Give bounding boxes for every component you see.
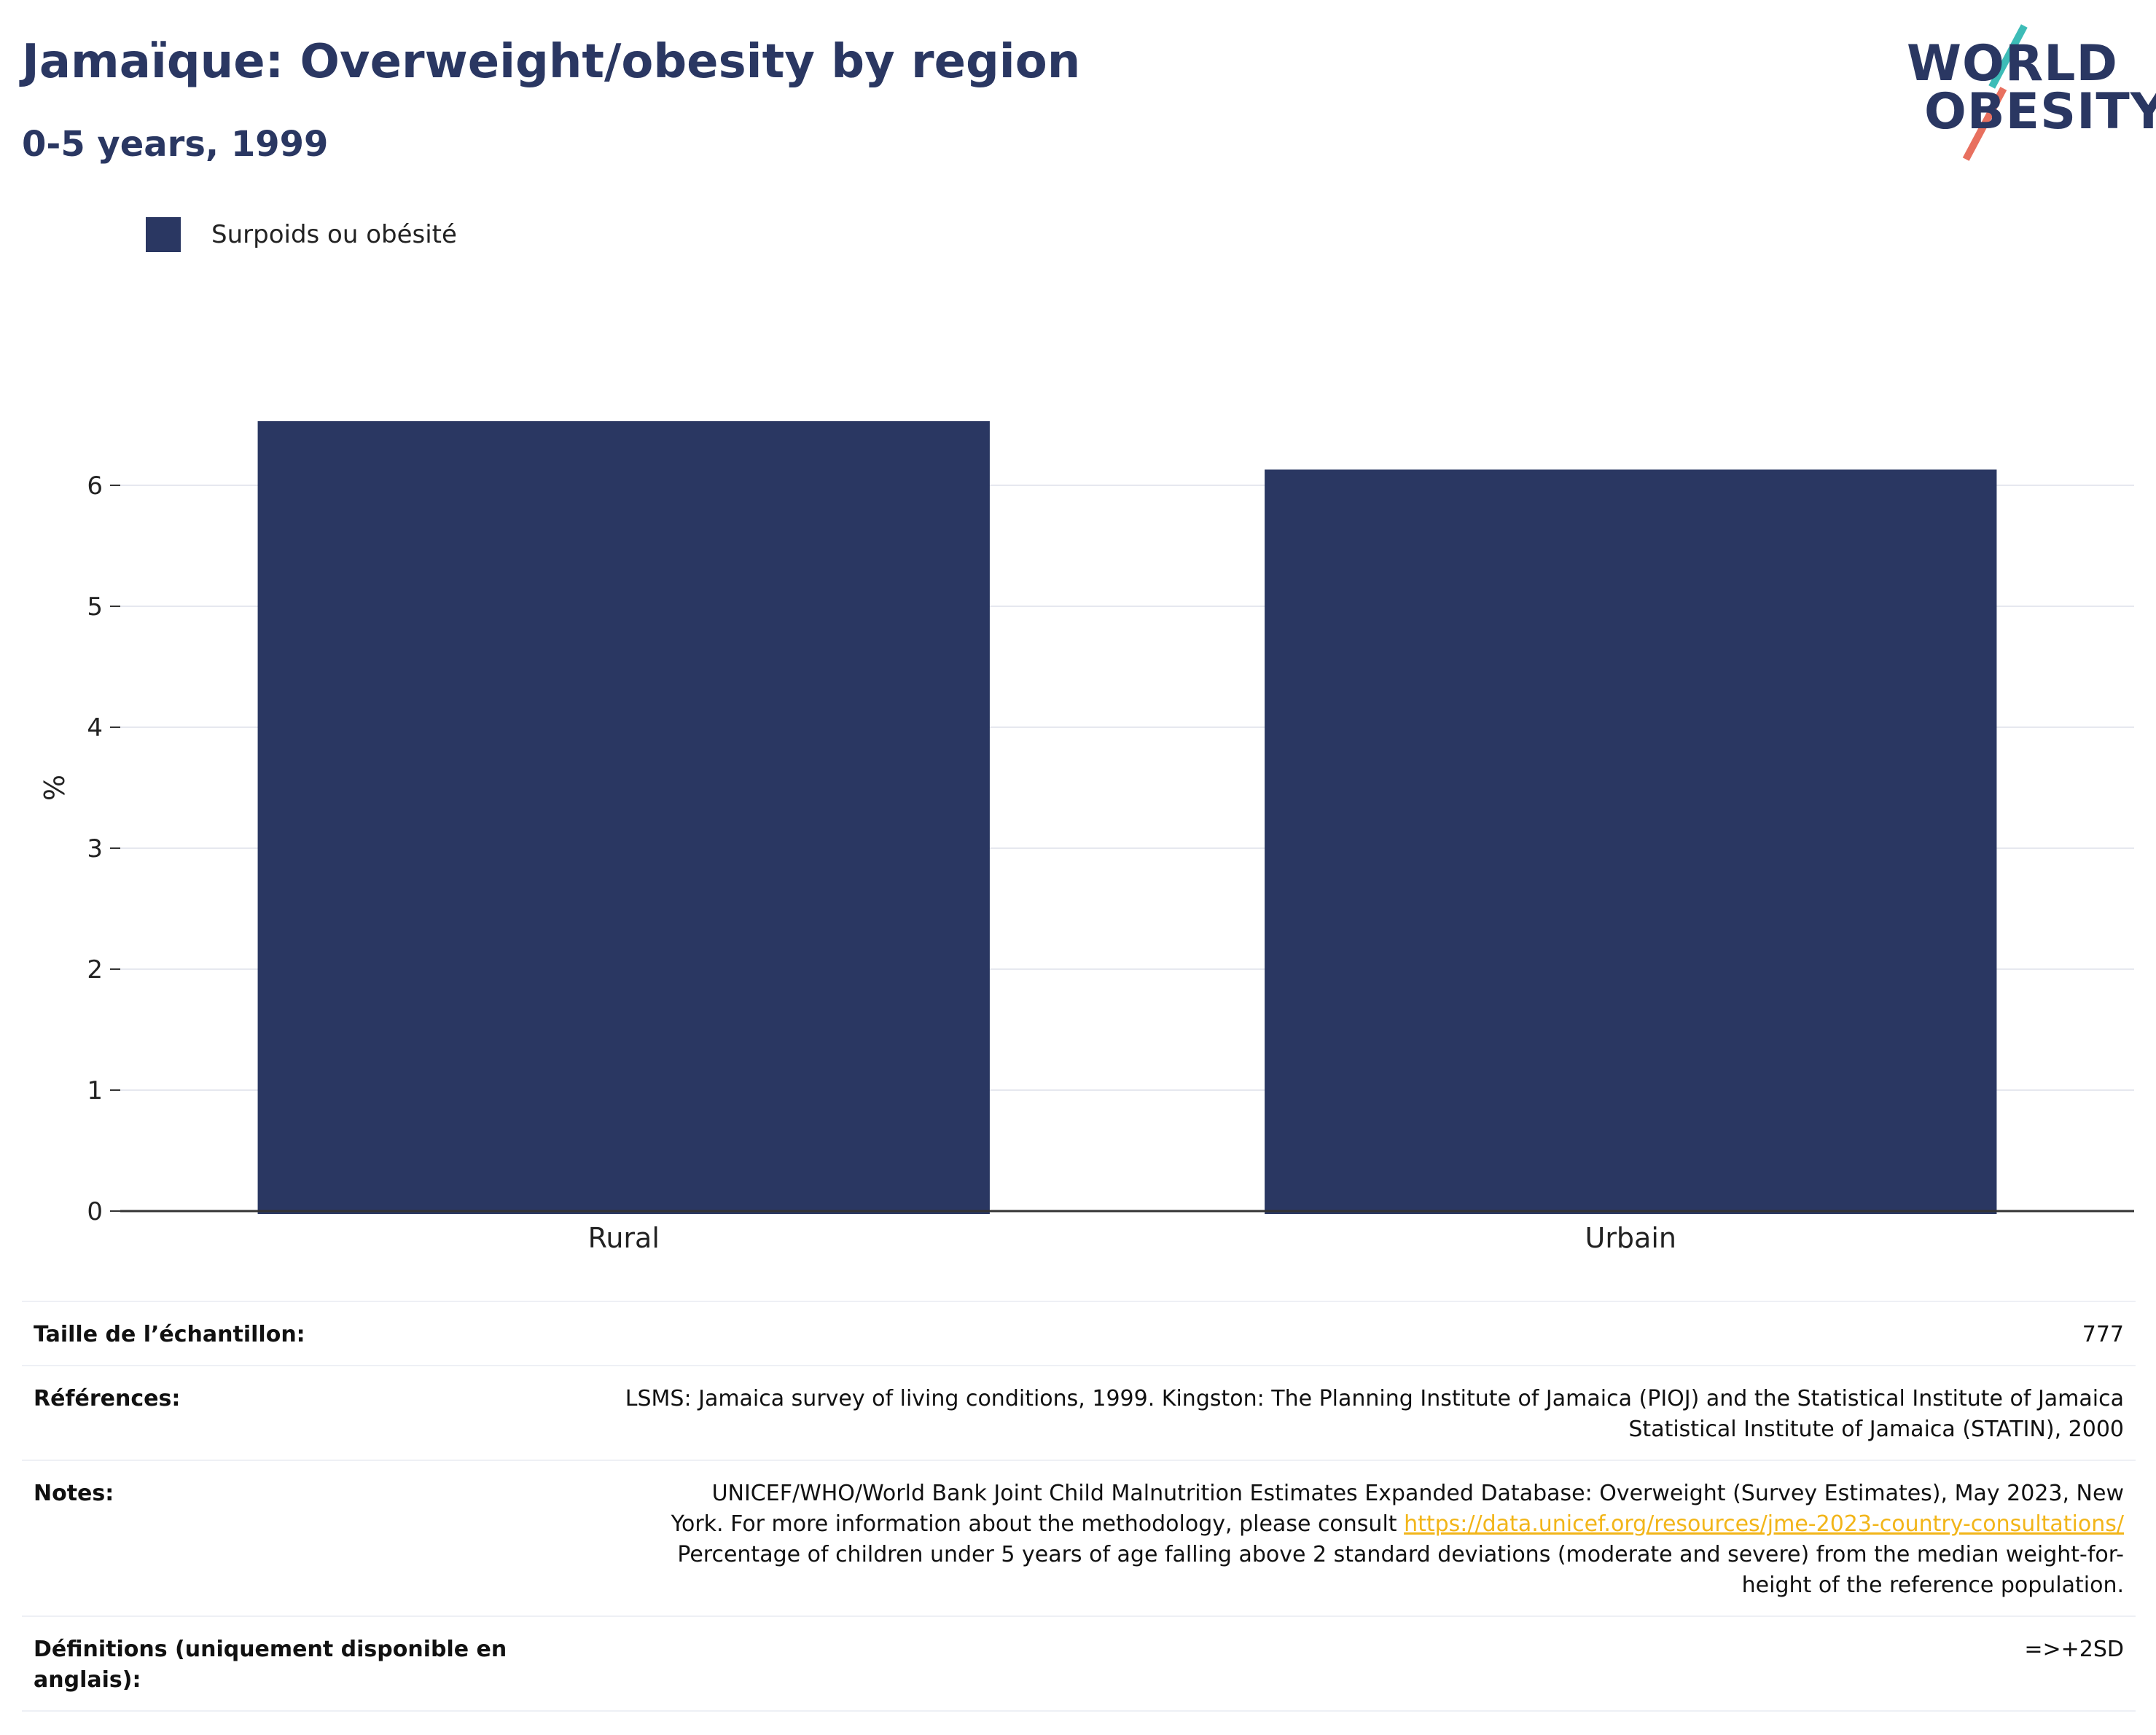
logo-word-obesity: OBESITY <box>1924 83 2156 141</box>
bar-rural[interactable] <box>257 421 990 1214</box>
info-row-definitions: Définitions (uniquement disponible en an… <box>22 1616 2136 1711</box>
notes-label: Notes: <box>34 1481 114 1506</box>
notes-line: height of the reference population. <box>1741 1573 2124 1598</box>
info-row-references: Références: LSMS: Jamaica survey of livi… <box>22 1366 2136 1460</box>
definitions-label: Définitions (uniquement disponible en an… <box>22 1616 526 1711</box>
world-obesity-logo: WORLD OBESITY <box>1895 22 2156 161</box>
references-line: LSMS: Jamaica survey of living condition… <box>625 1386 2124 1411</box>
info-row-notes: Notes: UNICEF/WHO/World Bank Joint Child… <box>22 1460 2136 1616</box>
axes: 0 1 2 3 4 5 6 Rural Urbain% <box>37 471 2134 1254</box>
y-axis-label: % <box>37 775 69 801</box>
bar-urbain[interactable] <box>1265 469 1997 1214</box>
notes-line: York. For more information about the met… <box>538 1509 2124 1540</box>
chart-subtitle: 0-5 years, 1999 <box>22 124 329 165</box>
y-tick-label: 0 <box>87 1197 103 1226</box>
y-tick-label: 5 <box>87 592 103 622</box>
references-value: LSMS: Jamaica survey of living condition… <box>526 1366 2136 1460</box>
references-label: Références: <box>34 1386 181 1411</box>
chart-info-table: Taille de l’échantillon: 777 Références:… <box>22 1301 2136 1712</box>
definitions-label-line: anglais): <box>34 1667 141 1693</box>
y-tick-label: 2 <box>87 955 103 984</box>
chart-title: Jamaïque: Overweight/obesity by region <box>22 35 1081 89</box>
y-tick-label: 6 <box>87 471 103 501</box>
definitions-value: =>+2SD <box>2024 1637 2124 1662</box>
x-tick-label: Rural <box>588 1222 660 1254</box>
methodology-link[interactable]: https://data.unicef.org/resources/jme-20… <box>1404 1511 2124 1537</box>
notes-line: UNICEF/WHO/World Bank Joint Child Malnut… <box>711 1481 2124 1506</box>
legend-label: Surpoids ou obésité <box>211 220 457 249</box>
x-tick-label: Urbain <box>1585 1222 1677 1254</box>
y-tick-label: 1 <box>87 1076 103 1105</box>
legend-swatch <box>146 217 181 252</box>
info-row-sample: Taille de l’échantillon: 777 <box>22 1301 2136 1366</box>
sample-size-value: 777 <box>2082 1322 2124 1347</box>
logo-word-world: WORLD <box>1907 35 2118 93</box>
notes-line: Percentage of children under 5 years of … <box>677 1542 2124 1567</box>
definitions-label-line: Définitions (uniquement disponible en <box>34 1637 507 1662</box>
y-tick-label: 3 <box>87 834 103 863</box>
notes-text: York. For more information about the met… <box>671 1511 1405 1537</box>
y-tick-label: 4 <box>87 713 103 743</box>
bars <box>257 421 1997 1214</box>
chart-legend[interactable]: Surpoids ou obésité <box>146 217 457 252</box>
sample-size-label: Taille de l’échantillon: <box>34 1322 305 1347</box>
references-line: Statistical Institute of Jamaica (STATIN… <box>1628 1417 2124 1442</box>
notes-value: UNICEF/WHO/World Bank Joint Child Malnut… <box>526 1460 2136 1616</box>
bar-chart: 0 1 2 3 4 5 6 Rural Urbain% <box>37 421 2134 1254</box>
